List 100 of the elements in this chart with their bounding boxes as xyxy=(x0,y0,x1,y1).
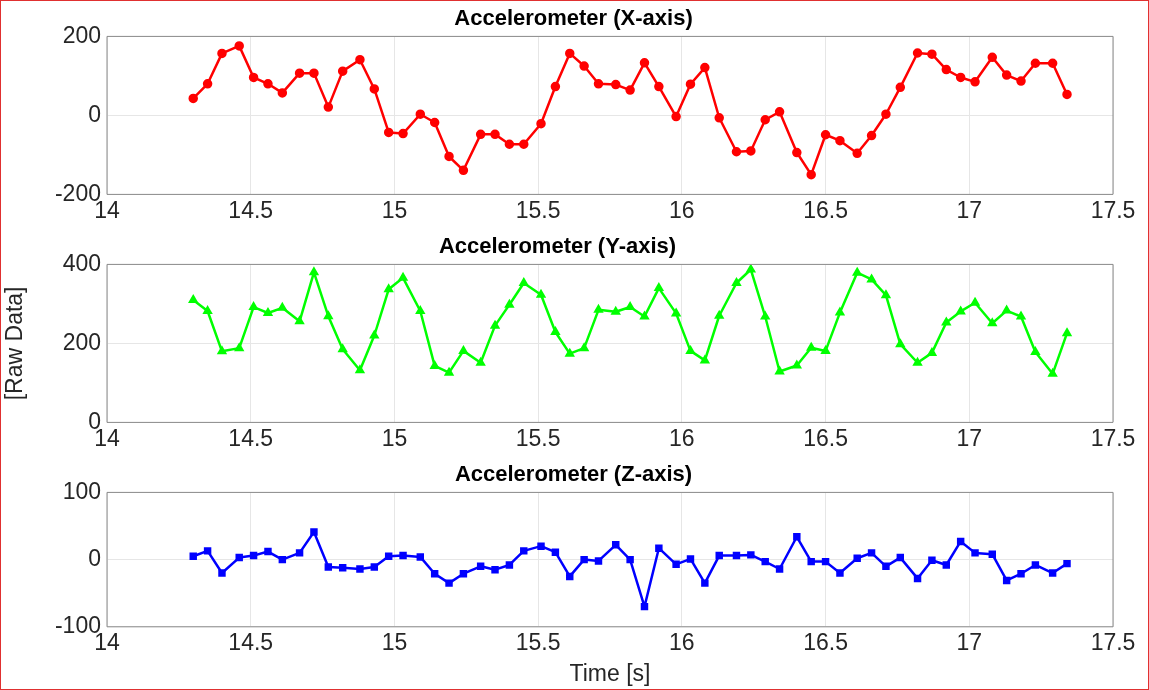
point xyxy=(323,102,334,112)
x-tick-label: 17.5 xyxy=(1090,628,1136,655)
point xyxy=(626,555,634,564)
point xyxy=(398,128,408,139)
point xyxy=(203,306,212,315)
point xyxy=(896,553,905,562)
point xyxy=(1001,70,1012,80)
point xyxy=(551,327,560,335)
x-tick-label: 15.5 xyxy=(515,628,561,655)
point xyxy=(881,109,891,119)
point xyxy=(263,308,273,316)
point xyxy=(202,79,213,89)
point xyxy=(1016,311,1026,320)
point xyxy=(774,107,785,117)
point xyxy=(970,77,980,87)
point xyxy=(685,79,696,89)
x-tick-label: 16 xyxy=(669,628,695,655)
point xyxy=(835,135,845,146)
x-tick-label: 15.5 xyxy=(515,196,561,223)
point xyxy=(430,361,439,369)
point xyxy=(234,41,244,51)
point xyxy=(217,48,227,59)
point xyxy=(612,541,620,549)
x-tick-label: 16.5 xyxy=(803,196,848,223)
point xyxy=(593,79,604,89)
point xyxy=(594,557,603,565)
point xyxy=(806,169,816,180)
point xyxy=(882,562,890,571)
point xyxy=(1002,305,1011,314)
point xyxy=(1031,561,1040,569)
point xyxy=(852,148,862,159)
point xyxy=(189,552,197,560)
x-tick-label: 17 xyxy=(956,196,983,223)
point xyxy=(881,290,891,299)
point xyxy=(264,547,272,556)
point xyxy=(942,317,951,326)
point xyxy=(278,555,287,564)
point xyxy=(295,316,304,325)
point xyxy=(896,339,905,348)
point xyxy=(715,551,723,560)
point xyxy=(520,547,528,555)
point xyxy=(1016,76,1026,86)
y-tick-label: 400 xyxy=(62,249,101,276)
point xyxy=(820,130,831,140)
point xyxy=(971,549,979,557)
x-tick-label: 17.5 xyxy=(1090,424,1136,451)
point xyxy=(324,311,333,320)
point xyxy=(355,54,365,65)
y-axis-title: [Raw Data] xyxy=(1,286,28,401)
point xyxy=(852,267,862,276)
point xyxy=(686,555,695,563)
point xyxy=(309,68,319,78)
x-tick-label: 15 xyxy=(381,424,408,451)
point xyxy=(416,306,425,315)
point xyxy=(640,602,649,611)
point xyxy=(867,274,876,283)
point xyxy=(565,348,575,357)
point xyxy=(188,295,198,303)
point xyxy=(445,579,453,587)
point xyxy=(1002,576,1011,585)
point xyxy=(234,343,244,352)
point xyxy=(912,48,923,58)
point xyxy=(760,115,770,125)
point xyxy=(383,127,394,138)
x-tick-label: 14.5 xyxy=(228,628,274,655)
point xyxy=(639,58,650,68)
point xyxy=(988,550,997,558)
point xyxy=(956,306,965,315)
point xyxy=(1048,569,1057,577)
point xyxy=(913,574,922,583)
point xyxy=(459,569,468,578)
point xyxy=(821,557,830,566)
point xyxy=(895,82,906,93)
point xyxy=(611,79,621,90)
point xyxy=(927,348,937,356)
point xyxy=(1047,58,1058,69)
point xyxy=(671,308,681,317)
point xyxy=(491,565,499,574)
point xyxy=(355,365,365,374)
point xyxy=(536,290,546,298)
x-axis-title: Time [s] xyxy=(569,659,651,686)
x-tick-label: 17.5 xyxy=(1090,196,1136,223)
point xyxy=(580,555,588,564)
point xyxy=(731,146,742,157)
point xyxy=(338,344,347,353)
point xyxy=(551,548,560,556)
point xyxy=(475,129,486,140)
point xyxy=(853,554,861,562)
point xyxy=(686,346,695,354)
point xyxy=(248,72,259,83)
point xyxy=(338,563,347,572)
x-tick-label: 14.5 xyxy=(228,424,274,451)
point xyxy=(309,267,319,276)
point xyxy=(746,264,756,273)
point xyxy=(384,552,393,560)
point xyxy=(867,549,876,557)
point xyxy=(732,551,741,560)
point xyxy=(416,553,425,561)
point xyxy=(415,109,426,119)
point xyxy=(565,48,575,59)
